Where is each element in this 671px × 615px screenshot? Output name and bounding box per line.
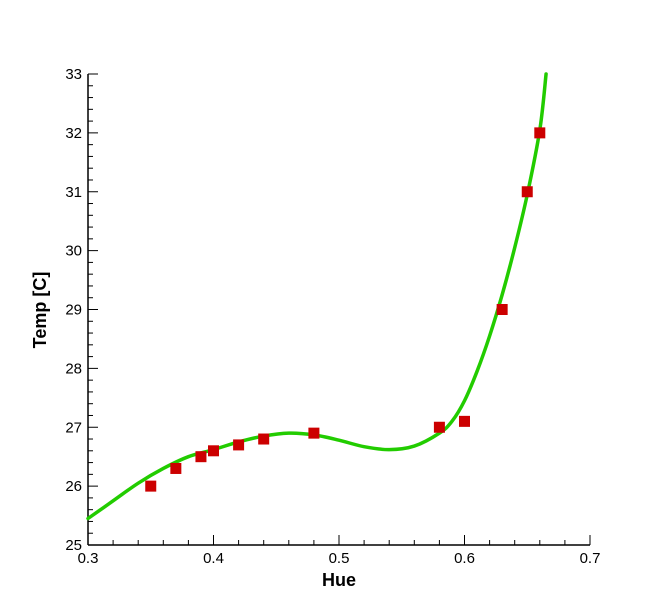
x-tick-label: 0.3: [78, 550, 99, 567]
fit-curve-layer: [86, 72, 548, 521]
y-tick-label: 30: [65, 243, 82, 260]
y-axis-title: Temp [C]: [30, 272, 50, 349]
y-tick-label: 26: [65, 478, 82, 495]
y-tick-label: 32: [65, 125, 82, 142]
x-tick-label: 0.4: [203, 550, 224, 567]
x-axis-title: Hue: [322, 570, 356, 590]
data-markers-layer: [145, 127, 546, 492]
data-point-marker: [233, 439, 245, 451]
y-tick-label: 27: [65, 419, 82, 436]
y-tick-label: 29: [65, 302, 82, 319]
y-ticks: 25 26 27 28 29 30 31 32 33: [65, 66, 98, 554]
y-tick-label: 33: [65, 66, 82, 83]
x-ticks: 0.3 0.4 0.5 0.6 0.7: [78, 535, 601, 567]
y-tick-label: 28: [65, 360, 82, 377]
y-tick-label: 31: [65, 184, 82, 201]
data-point-marker: [433, 421, 445, 433]
plot-area: [87, 74, 590, 546]
data-point-marker: [521, 186, 533, 198]
x-tick-label: 0.7: [580, 550, 601, 567]
data-point-marker: [496, 304, 508, 315]
y-tick-label: 25: [65, 537, 82, 554]
fit-curve-line: [86, 72, 548, 521]
x-tick-label: 0.5: [329, 550, 350, 567]
data-point-marker: [459, 415, 470, 427]
data-point-marker: [170, 462, 182, 474]
data-point-marker: [258, 433, 270, 445]
data-point-marker: [145, 480, 157, 492]
data-point-marker: [208, 445, 219, 457]
data-point-marker: [308, 427, 320, 439]
data-point-marker: [534, 127, 546, 139]
x-tick-label: 0.6: [454, 550, 475, 567]
data-point-marker: [195, 451, 207, 463]
